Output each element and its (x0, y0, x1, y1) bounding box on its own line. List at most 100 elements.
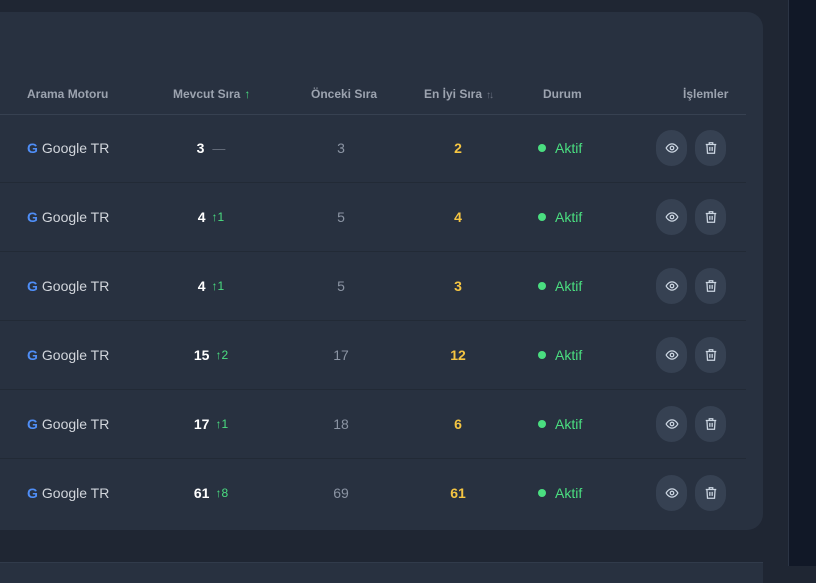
table-row: G Google TR 61 ↑8 69 61 Aktif (0, 459, 746, 527)
trash-icon (705, 487, 716, 499)
table-row: G Google TR 17 ↑1 18 6 Aktif (0, 390, 746, 459)
view-button[interactable] (656, 268, 687, 304)
rank-change: ↑2 (215, 348, 229, 362)
current-rank: 15 (193, 347, 210, 363)
view-button[interactable] (656, 406, 687, 442)
rank-change: ↑8 (215, 486, 229, 500)
engine-cell: G Google TR (27, 252, 109, 320)
previous-rank: 5 (337, 278, 345, 294)
eye-icon (664, 143, 679, 153)
table-row: G Google TR 4 ↑1 5 3 Aktif (0, 252, 746, 321)
row-actions (656, 252, 726, 320)
engine-cell: G Google TR (27, 390, 109, 458)
table-row: G Google TR 4 ↑1 5 4 Aktif (0, 183, 746, 252)
table-header: Arama Motoru Mevcut Sıra ↑ Önceki Sıra En… (0, 74, 746, 115)
delete-button[interactable] (695, 268, 726, 304)
sort-asc-icon[interactable]: ↑ (244, 87, 251, 101)
engine-name: Google TR (41, 347, 110, 363)
delete-button[interactable] (695, 406, 726, 442)
eye-icon (664, 488, 679, 498)
row-actions (656, 390, 726, 458)
status-badge: Aktif (538, 252, 582, 320)
col-current-header[interactable]: Mevcut Sıra ↑ (173, 87, 251, 101)
next-card-edge (0, 562, 763, 583)
status-badge: Aktif (538, 183, 582, 251)
col-engine-header[interactable]: Arama Motoru (27, 87, 109, 101)
row-actions (656, 183, 726, 251)
current-rank: 4 (197, 209, 206, 225)
google-icon: G (27, 347, 38, 363)
status-label: Aktif (555, 485, 583, 501)
delete-button[interactable] (695, 199, 726, 235)
col-best-header[interactable]: En İyi Sıra ↑↓ (424, 87, 494, 101)
rank-change: ↑1 (215, 417, 229, 431)
engine-name: Google TR (41, 485, 110, 501)
eye-icon (664, 419, 679, 429)
status-dot-icon (538, 420, 546, 428)
view-button[interactable] (656, 337, 687, 373)
current-rank-cell: 4 ↑1 (160, 252, 262, 320)
best-rank: 6 (454, 416, 462, 432)
engine-cell: G Google TR (27, 459, 109, 527)
current-rank-cell: 3 — (160, 114, 262, 182)
eye-icon (664, 350, 679, 360)
trash-icon (705, 418, 716, 430)
rank-change: ↑1 (211, 279, 225, 293)
status-dot-icon (538, 144, 546, 152)
rankings-card: Arama Motoru Mevcut Sıra ↑ Önceki Sıra En… (0, 12, 763, 530)
row-actions (656, 114, 726, 182)
current-rank-cell: 4 ↑1 (160, 183, 262, 251)
best-rank: 2 (454, 140, 462, 156)
previous-rank: 18 (333, 416, 349, 432)
current-rank: 61 (193, 485, 210, 501)
current-rank-cell: 17 ↑1 (160, 390, 262, 458)
col-actions-header: İşlemler (683, 87, 729, 101)
current-rank-cell: 15 ↑2 (160, 321, 262, 389)
delete-button[interactable] (695, 475, 726, 511)
top-strip (0, 0, 788, 12)
best-rank: 12 (450, 347, 466, 363)
previous-rank: 3 (337, 140, 345, 156)
current-rank: 3 (196, 140, 205, 156)
engine-name: Google TR (41, 209, 110, 225)
status-badge: Aktif (538, 114, 582, 182)
col-status-header: Durum (543, 87, 582, 101)
rank-change: ↑1 (211, 210, 225, 224)
status-dot-icon (538, 351, 546, 359)
status-label: Aktif (555, 209, 583, 225)
delete-button[interactable] (695, 130, 726, 166)
trash-icon (705, 280, 716, 292)
engine-cell: G Google TR (27, 183, 109, 251)
delete-button[interactable] (695, 337, 726, 373)
eye-icon (664, 281, 679, 291)
engine-name: Google TR (41, 140, 110, 156)
engine-name: Google TR (41, 416, 110, 432)
rank-change: — (212, 140, 226, 156)
view-button[interactable] (656, 199, 687, 235)
view-button[interactable] (656, 130, 687, 166)
google-icon: G (27, 278, 38, 294)
sort-toggle-icon[interactable]: ↑↓ (486, 90, 494, 101)
view-button[interactable] (656, 475, 687, 511)
current-rank: 4 (197, 278, 206, 294)
status-badge: Aktif (538, 390, 582, 458)
google-icon: G (27, 209, 38, 225)
google-icon: G (27, 485, 38, 501)
trash-icon (705, 142, 716, 154)
col-previous-header[interactable]: Önceki Sıra (311, 87, 378, 101)
google-icon: G (27, 416, 38, 432)
current-rank-cell: 61 ↑8 (160, 459, 262, 527)
row-actions (656, 321, 726, 389)
table-row: G Google TR 3 — 3 2 Aktif (0, 114, 746, 183)
trash-icon (705, 211, 716, 223)
eye-icon (664, 212, 679, 222)
google-icon: G (27, 140, 38, 156)
previous-rank: 69 (333, 485, 349, 501)
best-rank: 3 (454, 278, 462, 294)
previous-rank: 5 (337, 209, 345, 225)
best-rank: 61 (450, 485, 466, 501)
status-dot-icon (538, 489, 546, 497)
status-badge: Aktif (538, 459, 582, 527)
current-rank: 17 (193, 416, 210, 432)
status-dot-icon (538, 282, 546, 290)
